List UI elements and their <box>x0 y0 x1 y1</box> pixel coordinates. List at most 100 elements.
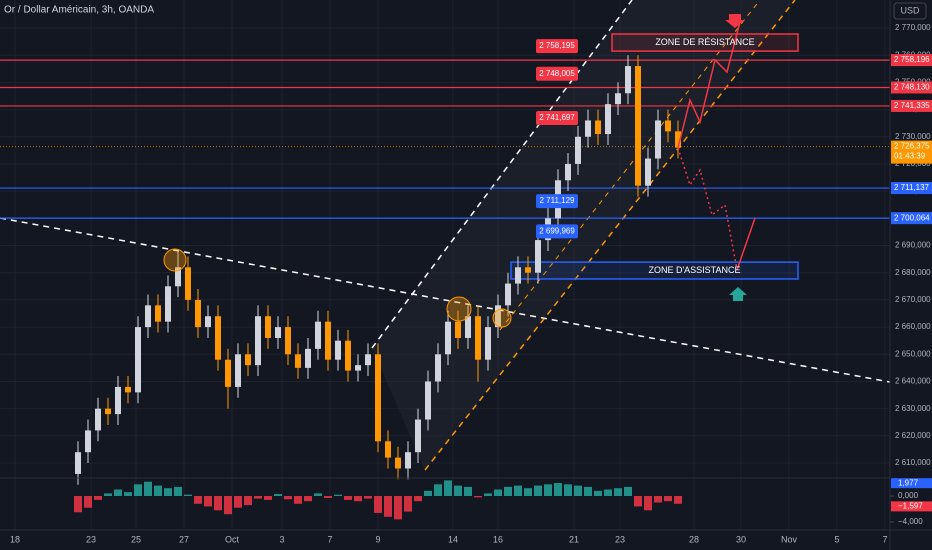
macd-bar <box>364 496 372 499</box>
candle-body <box>235 354 241 387</box>
candle-body <box>95 408 101 431</box>
price-tag-label: 2 758,195 <box>539 41 575 50</box>
price-level-tag <box>891 212 932 225</box>
candle-body <box>435 354 441 382</box>
y-tick-label: 2 610,000 <box>895 458 931 467</box>
overlay: 2 610,000 2 620,000 2 630,000 2 640,000 2 65… <box>10 23 932 544</box>
current-price-label: 2 726,375 <box>894 142 930 151</box>
price-level-tag <box>891 54 932 67</box>
y-tick-label: 2 670,000 <box>895 295 931 304</box>
candle-body <box>315 321 321 349</box>
macd-tick-tag <box>891 478 932 489</box>
candle-body <box>405 452 411 469</box>
macd-bar <box>144 481 152 497</box>
y-tick-label: 2 660,000 <box>895 322 931 331</box>
zone-label: ZONE D'ASSISTANCE <box>648 265 740 275</box>
candle-body <box>185 267 191 300</box>
price-level-tag <box>891 182 932 195</box>
macd-bar <box>164 488 172 497</box>
candle-body <box>85 430 91 453</box>
candle-body <box>495 305 501 328</box>
x-tick-label: 18 <box>10 534 20 544</box>
candle-body <box>225 359 231 387</box>
macd-bar <box>424 490 432 497</box>
candle-body <box>135 327 141 393</box>
x-tick-label: 7 <box>327 534 332 544</box>
macd-bar <box>644 496 652 511</box>
macd-bar <box>504 486 512 497</box>
x-tick-label: 7 <box>882 534 887 544</box>
macd-bar <box>294 496 302 504</box>
candle-body <box>245 354 251 366</box>
macd-bar <box>674 496 682 504</box>
macd-bar <box>204 496 212 507</box>
highlight <box>163 248 187 272</box>
highlight <box>492 308 512 328</box>
macd-bar <box>454 485 462 497</box>
x-tick-label: 21 <box>569 534 579 544</box>
x-tick-label: 23 <box>615 534 625 544</box>
candle-body <box>505 283 511 306</box>
arrow-up <box>729 287 747 301</box>
candle-body <box>115 386 121 415</box>
macd-bar <box>534 485 542 497</box>
candle-body <box>635 66 641 186</box>
x-tick-label: 16 <box>493 534 503 544</box>
macd-bar <box>394 496 402 520</box>
macd-bar <box>354 496 362 502</box>
macd-bar <box>244 496 252 506</box>
price-tag <box>536 66 578 81</box>
candle-body <box>385 441 391 458</box>
macd-bar <box>84 496 92 508</box>
current-price-tag <box>891 140 932 164</box>
candle-body <box>175 267 181 287</box>
y-tick-label: 2 770,000 <box>895 23 931 32</box>
candle-body <box>445 321 451 355</box>
candle-body <box>525 267 531 273</box>
candle-body <box>655 120 661 159</box>
currency-box <box>893 2 927 20</box>
macd-bar <box>274 494 282 497</box>
macd-bar <box>384 496 392 517</box>
macd-tick-label: −4,000 <box>898 517 923 526</box>
macd-bar <box>584 486 592 497</box>
macd-bar <box>614 488 622 497</box>
x-tick-label: 9 <box>375 534 380 544</box>
candle-body <box>295 354 301 368</box>
x-tick-label: Oct <box>225 534 240 544</box>
macd-bar <box>134 484 142 497</box>
candle-body <box>565 163 571 181</box>
candle-body <box>345 340 351 371</box>
macd-bar <box>414 496 422 502</box>
macd-bar <box>254 496 262 499</box>
macd-bar <box>554 483 562 497</box>
macd-bar <box>484 493 492 497</box>
x-tick-label: 27 <box>179 534 189 544</box>
macd-bar <box>74 496 82 513</box>
macd-bar <box>334 494 342 497</box>
candle-body <box>585 120 591 137</box>
candle-body <box>625 66 631 94</box>
price-level-tag <box>891 81 932 94</box>
currency: USD <box>900 5 920 15</box>
candle-body <box>395 457 401 469</box>
zone <box>611 33 799 52</box>
candle-body <box>275 327 281 338</box>
candle-body <box>105 408 111 415</box>
macd-tick-label: 0,000 <box>898 491 919 500</box>
macd-bar <box>444 480 452 497</box>
y-tick-label: 2 640,000 <box>895 377 931 386</box>
macd-tick-label: −1,597 <box>898 501 923 510</box>
arrow-down <box>725 14 745 28</box>
price-tag-label: 2 711,129 <box>540 196 576 205</box>
candle-body <box>485 327 491 360</box>
chart-title: Or / Dollar Américain, 3h, OANDA <box>4 5 154 16</box>
macd-bar <box>564 484 572 497</box>
price-level-label: 2 741,335 <box>894 101 930 110</box>
candle-body <box>165 286 171 322</box>
macd-bar <box>464 486 472 497</box>
macd-bar <box>474 496 482 498</box>
macd-bar <box>314 493 322 497</box>
candle-body <box>145 305 151 328</box>
